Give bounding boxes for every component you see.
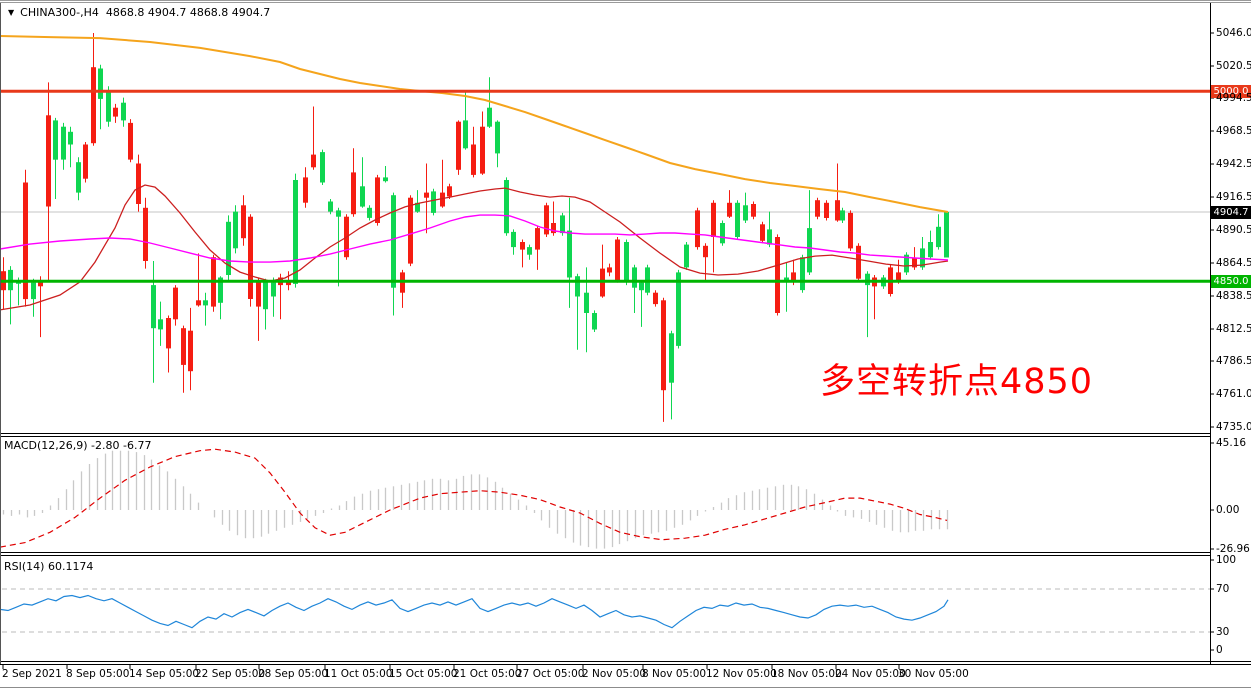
time-axis-label: 18 Nov 05:00 bbox=[771, 668, 842, 680]
macd-axis-label: 0.00 bbox=[1216, 504, 1240, 516]
macd-axis-label: 45.16 bbox=[1216, 437, 1247, 449]
price-axis-label: 4968.5 bbox=[1216, 125, 1251, 137]
macd-axis-label: -26.96 bbox=[1216, 543, 1250, 555]
ohlc-values: 4868.8 4904.7 4868.8 4904.7 bbox=[105, 6, 271, 19]
rsi-axis-label: 100 bbox=[1216, 554, 1237, 566]
price-axis-label: 5020.5 bbox=[1216, 60, 1251, 72]
macd-signal-line bbox=[0, 448, 948, 548]
time-axis-label: 22 Sep 05:00 bbox=[195, 668, 266, 680]
time-axis-label: 15 Oct 05:00 bbox=[389, 668, 458, 680]
candles-group bbox=[1, 33, 949, 422]
hline-price-badge-5000: 5000.0 bbox=[1211, 85, 1251, 98]
time-axis-label: 8 Sep 05:00 bbox=[66, 668, 130, 680]
price-axis-label: 4890.5 bbox=[1216, 224, 1251, 236]
ma-medium-red bbox=[0, 184, 949, 311]
price-axis-label: 4838.5 bbox=[1216, 290, 1251, 302]
rsi-indicator-label: RSI(14) 60.1174 bbox=[4, 560, 94, 573]
time-axis-label: 2 Sep 2021 bbox=[2, 668, 62, 680]
price-axis-label: 4864.5 bbox=[1216, 257, 1251, 269]
price-axis-label: 4786.5 bbox=[1216, 355, 1251, 367]
rsi-axis-label: 0 bbox=[1216, 644, 1223, 656]
trade-annotation-text: 多空转折点4850 bbox=[820, 362, 1094, 402]
ma-fast-magenta bbox=[0, 214, 949, 263]
price-axis-label: 5046.0 bbox=[1216, 27, 1251, 39]
ma-slow-orange bbox=[0, 35, 949, 213]
time-axis-label: 14 Sep 05:00 bbox=[129, 668, 200, 680]
rsi-axis-label: 30 bbox=[1216, 626, 1230, 638]
time-axis-label: 12 Nov 05:00 bbox=[706, 668, 777, 680]
price-axis-label: 4994.5 bbox=[1216, 92, 1251, 104]
macd-histogram bbox=[2, 450, 949, 549]
time-axis-label: 27 Oct 05:00 bbox=[516, 668, 585, 680]
price-axis-label: 4761.0 bbox=[1216, 388, 1251, 400]
symbol-timeframe-label: CHINA300-,H4 bbox=[20, 6, 99, 19]
time-axis-label: 2 Nov 05:00 bbox=[582, 668, 647, 680]
rsi-axis-label: 70 bbox=[1216, 583, 1230, 595]
time-axis-label: 21 Oct 05:00 bbox=[453, 668, 522, 680]
rsi-line bbox=[0, 594, 949, 629]
chevron-down-icon[interactable]: ▼ bbox=[8, 8, 15, 17]
time-axis-label: 8 Nov 05:00 bbox=[642, 668, 707, 680]
price-axis-label: 4942.5 bbox=[1216, 158, 1251, 170]
time-axis-label: 30 Nov 05:00 bbox=[898, 668, 969, 680]
time-axis-label: 11 Oct 05:00 bbox=[324, 668, 393, 680]
macd-indicator-label: MACD(12,26,9) -2.80 -6.77 bbox=[4, 439, 152, 452]
hline-price-badge-4850: 4850.0 bbox=[1211, 275, 1251, 288]
price-axis-label: 4812.5 bbox=[1216, 323, 1251, 335]
chart-title: ▼ CHINA300-,H4 4868.8 4904.7 4868.8 4904.… bbox=[8, 6, 270, 19]
time-axis-label: 24 Nov 05:00 bbox=[835, 668, 906, 680]
current-price-badge: 4904.7 bbox=[1211, 206, 1251, 219]
price-axis-label: 4735.0 bbox=[1216, 421, 1251, 433]
price-axis-label: 4916.5 bbox=[1216, 191, 1251, 203]
time-axis-label: 28 Sep 05:00 bbox=[258, 668, 329, 680]
